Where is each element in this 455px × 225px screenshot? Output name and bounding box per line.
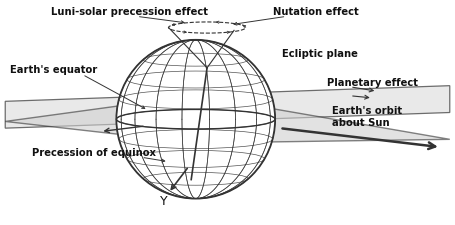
Polygon shape [5,86,450,128]
Text: Nutation effect: Nutation effect [273,7,359,17]
Text: Ecliptic plane: Ecliptic plane [282,49,358,59]
Polygon shape [5,95,450,143]
Text: Earth's orbit
about Sun: Earth's orbit about Sun [332,106,402,128]
Text: Precession of equinox: Precession of equinox [32,148,157,158]
Text: Planetary effect: Planetary effect [327,79,418,88]
Text: Luni-solar precession effect: Luni-solar precession effect [51,7,207,17]
Text: $\Upsilon$: $\Upsilon$ [159,196,169,208]
Ellipse shape [116,40,275,199]
Text: Earth's equator: Earth's equator [10,65,97,75]
